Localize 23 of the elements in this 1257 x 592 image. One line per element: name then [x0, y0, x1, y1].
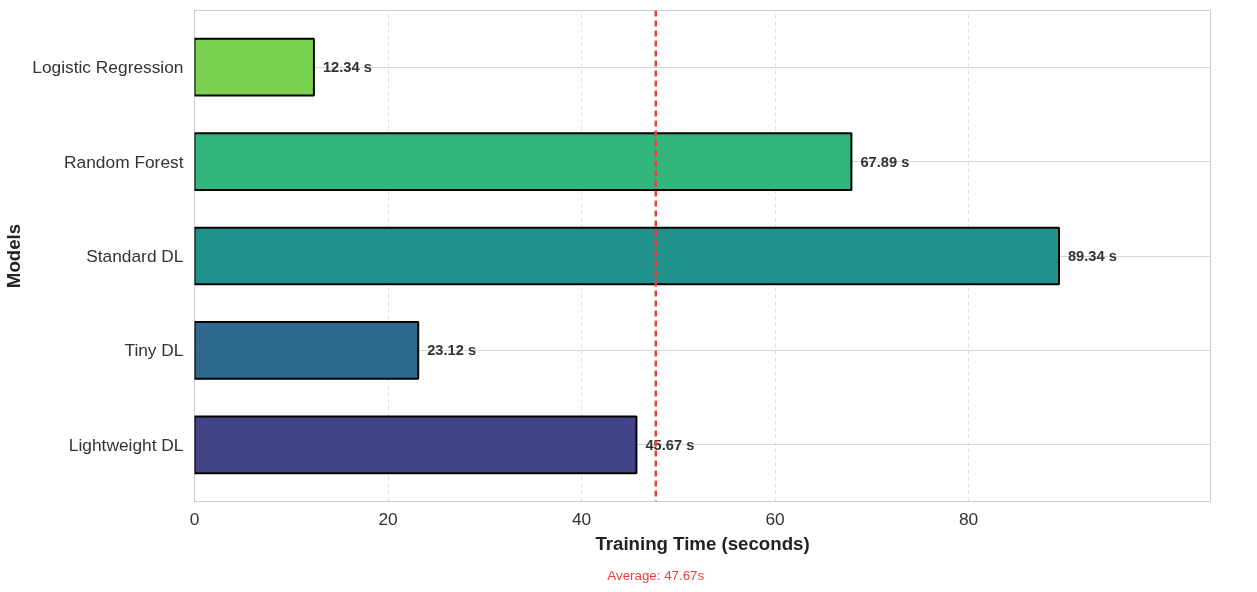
data-label: 23.12 s: [427, 342, 477, 359]
bar: [194, 37, 315, 97]
y-tick-label: Random Forest: [64, 151, 184, 172]
bar: [194, 132, 853, 191]
data-label: 12.34 s: [322, 59, 372, 76]
x-tick-label: 60: [765, 508, 785, 529]
data-label: 45.67 s: [645, 436, 695, 453]
y-tick-label: Lightweight DL: [68, 434, 184, 455]
y-tick-label: Tiny DL: [124, 340, 184, 361]
ref-line-label: Average: 47.67s: [607, 567, 705, 583]
x-tick-label: 0: [189, 508, 200, 529]
x-axis-title: Training Time (seconds): [595, 532, 810, 554]
y-tick-label: Logistic Regression: [32, 57, 184, 78]
y-axis-title: Models: [3, 223, 25, 289]
x-tick-label: 40: [571, 508, 592, 529]
x-tick-label: 80: [958, 508, 979, 529]
data-label: 67.89 s: [860, 153, 910, 170]
bar: [194, 321, 420, 380]
bar: [194, 415, 638, 475]
x-tick-label: 20: [378, 508, 398, 529]
bar: [194, 226, 1060, 286]
y-tick-label: Standard DL: [86, 246, 184, 266]
data-label: 89.34 s: [1067, 248, 1117, 264]
